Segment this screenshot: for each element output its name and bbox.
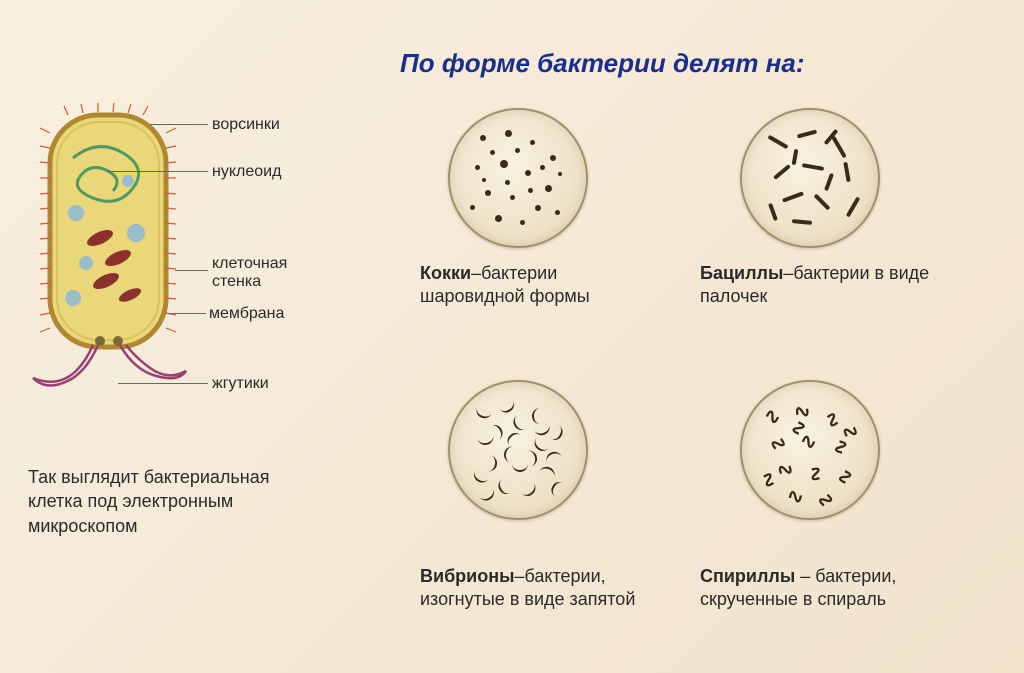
cell-label-2: клеточнаястенка (212, 255, 287, 291)
petri-circle-vibrio (448, 380, 588, 520)
caption-cocci: Кокки–бактерии шаровидной формы (420, 262, 640, 309)
petri-circle-cocci (448, 108, 588, 248)
cell-diagram (28, 103, 188, 398)
cell-label-line-3 (168, 313, 206, 314)
petri-circle-spirilla: ∿∿∿∿∿∿∿∿∿∿∿∿∿∿ (740, 380, 880, 520)
cell-label-1: нуклеоид (212, 163, 281, 181)
cell-caption: Так выглядит бактериальная клетка под эл… (28, 465, 318, 538)
cell-label-line-1 (108, 171, 208, 172)
cell-label-4: жгутики (212, 375, 269, 393)
cell-label-0: ворсинки (212, 116, 280, 134)
petri-cocci (448, 108, 588, 248)
caption-vibrio: Вибрионы–бактерии, изогнутые в виде запя… (420, 565, 680, 612)
cell-label-line-4 (118, 383, 208, 384)
cell-label-line-2 (175, 270, 208, 271)
petri-circle-bacilli (740, 108, 880, 248)
caption-bacilli: Бациллы–бактерии в виде палочек (700, 262, 940, 309)
cell-label-line-0 (150, 124, 208, 125)
petri-vibrio (448, 380, 588, 520)
caption-spirilla: Спириллы – бактерии, скрученные в спирал… (700, 565, 960, 612)
page-title: По форме бактерии делят на: (400, 48, 805, 79)
petri-spirilla: ∿∿∿∿∿∿∿∿∿∿∿∿∿∿ (740, 380, 880, 520)
petri-bacilli (740, 108, 880, 248)
cell-label-3: мембрана (209, 305, 284, 323)
